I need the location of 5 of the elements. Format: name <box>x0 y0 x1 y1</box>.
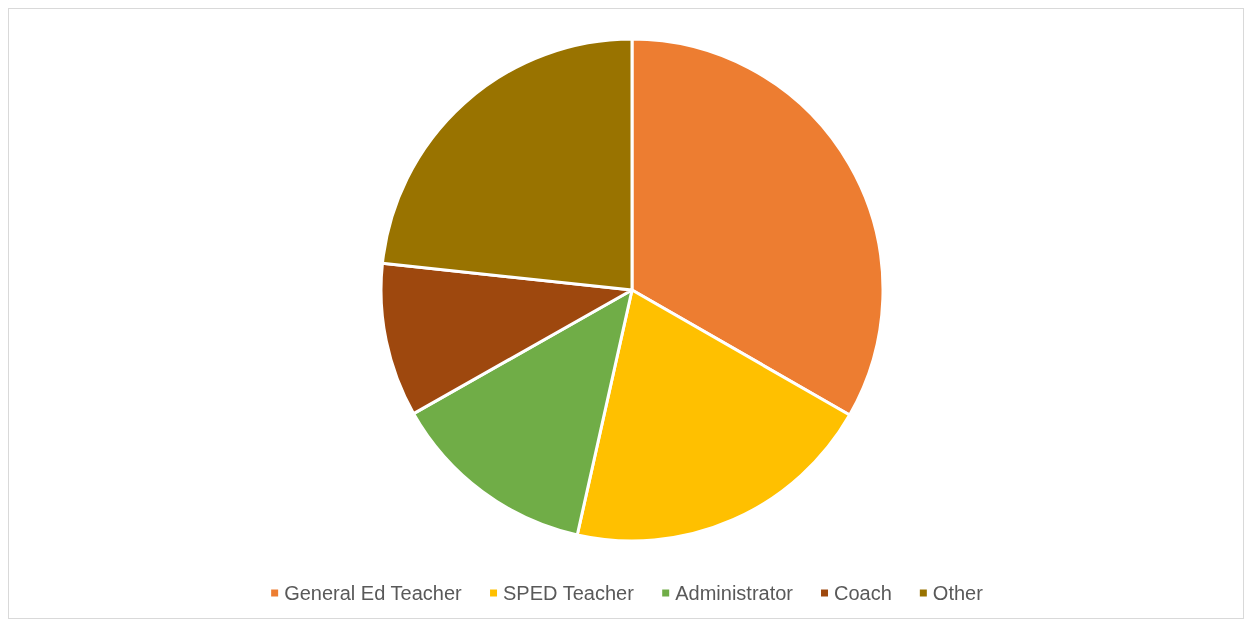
legend-label: SPED Teacher <box>503 582 635 604</box>
legend-label: Coach <box>834 582 892 604</box>
legend-label: General Ed Teacher <box>284 582 463 604</box>
legend-label: Administrator <box>675 582 794 604</box>
legend-label: Other <box>932 582 984 604</box>
